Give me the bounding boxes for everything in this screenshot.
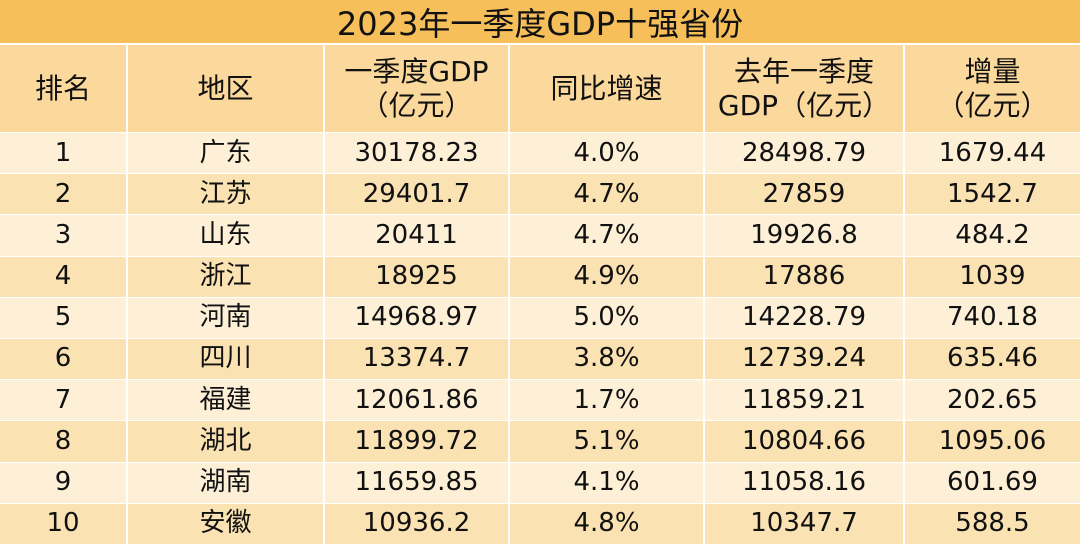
table-cell: 12061.86 bbox=[325, 380, 510, 421]
header-text: 同比增速 bbox=[550, 71, 663, 105]
table-cell: 10 bbox=[0, 503, 128, 544]
table-cell: 11899.72 bbox=[325, 421, 510, 462]
table-cell: 9 bbox=[0, 462, 128, 503]
table-row: 7 福建 12061.86 1.7% 11859.21 202.65 bbox=[0, 380, 1080, 422]
table-cell: 1039 bbox=[959, 261, 1026, 292]
header-text: GDP（亿元） bbox=[717, 88, 891, 122]
table-row: 8 湖北 11899.72 5.1% 10804.66 1095.06 bbox=[0, 421, 1080, 463]
header-cell: 一季度GDP （亿元） bbox=[325, 45, 510, 132]
header-text: 排名 bbox=[34, 71, 91, 105]
header-cell: 同比增速 bbox=[510, 45, 705, 132]
table-cell: 29401.7 bbox=[325, 174, 510, 215]
header-text: 去年一季度 bbox=[733, 54, 874, 88]
header-cell: 增量 （亿元） bbox=[905, 45, 1080, 132]
table-cell: 20411 bbox=[325, 215, 510, 256]
table-cell: 8 bbox=[0, 421, 128, 462]
table-cell: 740.18 bbox=[947, 302, 1038, 333]
table-cell: 山东 bbox=[128, 215, 325, 256]
table-cell: 19926.8 bbox=[705, 215, 905, 256]
table-cell: 18925 bbox=[325, 256, 510, 297]
table-cell: 13374.7 bbox=[325, 338, 510, 380]
table-cell: 601.69 bbox=[947, 467, 1038, 497]
header-cell: 地区 bbox=[128, 45, 325, 132]
table-cell: 湖北 bbox=[128, 421, 325, 462]
table-cell: 2 bbox=[0, 174, 128, 215]
table-cell: 17886 bbox=[705, 256, 905, 297]
table-cell: 11058.16 bbox=[705, 462, 905, 503]
table-cell: 6 bbox=[0, 338, 128, 380]
table-row: 5 河南 14968.97 5.0% 14228.79 740.18 bbox=[0, 297, 1080, 339]
table-cell: 12739.24 bbox=[705, 338, 905, 380]
header-text: 地区 bbox=[197, 71, 254, 105]
table-cell: 河南 bbox=[128, 297, 325, 338]
table-cell: 5.0% bbox=[510, 297, 705, 338]
table-cell: 广东 bbox=[128, 133, 325, 174]
table-cell: 5.1% bbox=[510, 421, 705, 462]
table-cell: 4.9% bbox=[510, 256, 705, 297]
table-cell: 30178.23 bbox=[325, 133, 510, 174]
table-cell: 1 bbox=[0, 133, 128, 174]
table-row: 2 江苏 29401.7 4.7% 27859 1542.7 bbox=[0, 174, 1080, 216]
table-cell: 1095.06 bbox=[938, 425, 1047, 456]
table-cell: 4.8% bbox=[510, 503, 705, 544]
table-cell: 202.65 bbox=[947, 384, 1038, 415]
header-row: 排名 地区 一季度GDP （亿元） 同比增速 去年一季度 GDP（亿元） 增量 （亿元） bbox=[0, 45, 1080, 133]
table-cell: 5 bbox=[0, 297, 128, 338]
table-cell: 1.7% bbox=[510, 380, 705, 421]
table-title: 2023年一季度GDP十强省份 bbox=[0, 0, 1080, 45]
table-cell: 10936.2 bbox=[325, 503, 510, 544]
table-cell: 3.8% bbox=[510, 338, 705, 380]
header-cell: 排名 bbox=[0, 45, 128, 132]
table-cell: 浙江 bbox=[128, 256, 325, 297]
table-cell: 11859.21 bbox=[705, 380, 905, 421]
table-row: 9 湖南 11659.85 4.1% 11058.16 601.69 bbox=[0, 462, 1080, 504]
table-cell: 4.7% bbox=[510, 215, 705, 256]
table-cell: 10804.66 bbox=[705, 421, 905, 462]
table-row: 1 广东 30178.23 4.0% 28498.79 1679.44 bbox=[0, 133, 1080, 175]
header-text: 一季度GDP bbox=[344, 54, 489, 88]
table-cell: 635.46 bbox=[947, 343, 1038, 374]
table-cell: 4.1% bbox=[510, 462, 705, 503]
table-cell: 484.2 bbox=[955, 219, 1030, 250]
table-row: 10 安徽 10936.2 4.8% 10347.7 588.5 bbox=[0, 503, 1080, 545]
table-cell: 588.5 bbox=[955, 508, 1030, 539]
table-cell: 福建 bbox=[128, 380, 325, 421]
header-cell: 去年一季度 GDP（亿元） bbox=[705, 45, 905, 132]
table-cell: 28498.79 bbox=[705, 133, 905, 174]
table-cell: 1542.7 bbox=[947, 178, 1038, 209]
header-text: （亿元） bbox=[360, 88, 473, 122]
table-cell: 27859 bbox=[705, 174, 905, 215]
table-cell: 4 bbox=[0, 256, 128, 297]
table-cell: 安徽 bbox=[128, 503, 325, 544]
table-cell: 7 bbox=[0, 380, 128, 421]
table-cell: 14228.79 bbox=[705, 297, 905, 338]
table-cell: 1679.44 bbox=[938, 137, 1047, 168]
table-cell: 4.7% bbox=[510, 174, 705, 215]
table-cell: 10347.7 bbox=[705, 503, 905, 544]
table-cell: 3 bbox=[0, 215, 128, 256]
table-cell: 11659.85 bbox=[325, 462, 510, 503]
header-text: （亿元） bbox=[936, 88, 1049, 122]
table-row: 4 浙江 18925 4.9% 17886 1039 bbox=[0, 256, 1080, 298]
table-cell: 4.0% bbox=[510, 133, 705, 174]
table-row: 3 山东 20411 4.7% 19926.8 484.2 bbox=[0, 215, 1080, 257]
table-cell: 四川 bbox=[128, 338, 325, 380]
table-row: 6 四川 13374.7 3.8% 12739.24 635.46 bbox=[0, 338, 1080, 381]
table-cell: 湖南 bbox=[128, 462, 325, 503]
table: 排名 地区 一季度GDP （亿元） 同比增速 去年一季度 GDP（亿元） 增量 （亿元） 1 广东 3… bbox=[0, 45, 1080, 545]
header-text: 增量 bbox=[964, 54, 1021, 88]
table-cell: 江苏 bbox=[128, 174, 325, 215]
table-cell: 14968.97 bbox=[325, 297, 510, 338]
